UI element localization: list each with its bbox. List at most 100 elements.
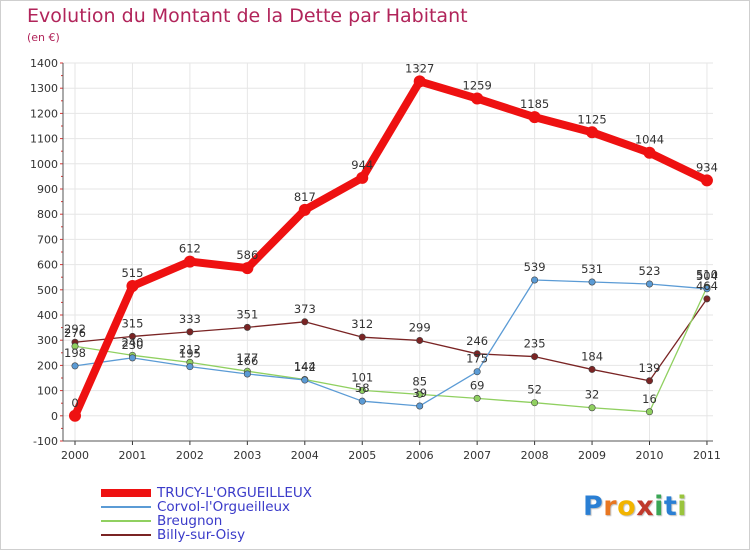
y-tick-label: 300 (37, 334, 58, 347)
data-label: 32 (585, 388, 600, 402)
data-label: 246 (466, 334, 488, 348)
data-label: 539 (524, 260, 546, 274)
logo-letter: t (663, 491, 678, 522)
data-label: 586 (236, 248, 258, 262)
series-line-2 (74, 286, 708, 413)
data-point (128, 332, 136, 340)
data-label: 934 (696, 160, 718, 174)
data-point (241, 262, 254, 275)
data-point (703, 285, 711, 293)
data-point (700, 174, 713, 187)
data-label: 531 (581, 262, 603, 276)
x-tick-label: 2000 (61, 449, 89, 462)
data-label: 177 (236, 351, 258, 365)
data-label: 166 (236, 354, 258, 368)
data-label: 351 (236, 307, 258, 321)
data-point (588, 365, 596, 373)
y-tick-label: 1400 (30, 57, 58, 70)
x-tick-label: 2006 (406, 449, 434, 462)
data-point (243, 323, 251, 331)
data-label: 175 (466, 352, 488, 366)
y-tick-label: 900 (37, 183, 58, 196)
legend-label: Breugnon (157, 513, 223, 529)
data-label: 230 (121, 338, 143, 352)
data-point (471, 92, 484, 105)
data-label: 85 (412, 374, 427, 388)
logo-letter: r (603, 491, 618, 522)
data-point (183, 255, 196, 268)
x-tick-label: 2003 (233, 449, 261, 462)
data-label: 69 (470, 378, 485, 392)
data-label: 0 (71, 396, 78, 410)
data-point (358, 386, 366, 394)
data-point (588, 404, 596, 412)
data-label: 1125 (577, 112, 606, 126)
x-tick-label: 2009 (578, 449, 606, 462)
data-label: 52 (527, 383, 542, 397)
data-labels: 0 515 612 586 817 944 1327 1259 1185 1125 1044 934 1… (64, 61, 718, 409)
logo-letter: i (654, 491, 664, 522)
data-label: 184 (581, 349, 603, 363)
data-point (531, 276, 539, 284)
series-lines (71, 77, 711, 420)
data-point (358, 333, 366, 341)
data-point (416, 390, 424, 398)
x-tick-label: 2002 (176, 449, 204, 462)
data-label: 510 (696, 267, 718, 281)
y-tick-label: 600 (37, 259, 58, 272)
data-label: 523 (639, 264, 661, 278)
data-label: 292 (64, 322, 86, 336)
legend-label: TRUCY-L'ORGUEILLEUX (157, 485, 313, 501)
data-label: 276 (64, 326, 86, 340)
data-point (301, 376, 309, 384)
y-tick-label: 1300 (30, 82, 58, 95)
y-tick-label: 1000 (30, 158, 58, 171)
data-label: 142 (294, 360, 316, 374)
logo-letter: i (677, 491, 688, 522)
y-tick-label: 500 (37, 284, 58, 297)
y-tick-label: 1100 (30, 133, 58, 146)
data-label: 373 (294, 302, 316, 316)
data-label: 1044 (635, 133, 664, 147)
data-point (126, 280, 139, 293)
legend-swatch (101, 520, 151, 522)
x-tick-label: 2004 (291, 449, 319, 462)
data-label: 315 (121, 316, 143, 330)
data-label: 944 (351, 158, 373, 172)
data-label: 333 (179, 312, 201, 326)
data-label: 612 (179, 242, 201, 256)
y-tick-label: -100 (33, 435, 58, 448)
x-tick-label: 2005 (348, 449, 376, 462)
legend-label: Billy-sur-Oisy (157, 527, 246, 543)
legend-swatch (101, 506, 151, 508)
data-point (69, 409, 81, 422)
data-label: 240 (121, 335, 143, 349)
data-point (531, 353, 539, 361)
data-label: 212 (179, 342, 201, 356)
data-label: 299 (409, 320, 431, 334)
y-tick-label: 200 (37, 359, 58, 372)
data-point (586, 126, 599, 139)
legend-label: Corvol-l'Orgueilleux (157, 499, 291, 515)
data-point (71, 342, 79, 350)
grid (63, 62, 713, 442)
data-point (298, 203, 311, 216)
data-point (643, 146, 656, 159)
series-line-1 (74, 279, 708, 407)
y-tick-label: 700 (37, 233, 58, 246)
data-label: 235 (524, 337, 546, 351)
logo-letter: x (636, 491, 655, 522)
data-point (473, 394, 481, 402)
data-label: 504 (696, 269, 718, 283)
y-tick-label: 400 (37, 309, 58, 322)
data-label: 817 (294, 190, 316, 204)
data-label: 139 (639, 361, 661, 375)
y-tick-label: 1200 (30, 107, 58, 120)
data-point (473, 368, 481, 376)
y-tick-label: 100 (37, 385, 58, 398)
data-label: 515 (121, 266, 143, 280)
data-point (528, 111, 541, 124)
chart-title: Evolution du Montant de la Dette par Hab… (27, 5, 468, 27)
data-label: 195 (179, 347, 201, 361)
